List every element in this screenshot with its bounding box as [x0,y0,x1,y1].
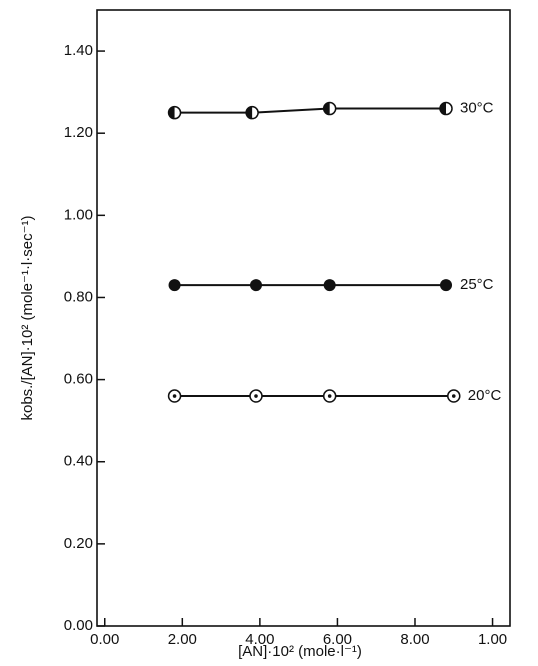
y-tick-label: 0.40 [64,453,93,470]
series-label: 30°C [460,100,494,117]
marker [249,279,262,292]
x-tick-label: 0.00 [90,631,119,648]
y-tick-label: 0.60 [64,371,93,388]
series-label: 25°C [460,276,494,293]
x-axis-label: [AN]·10² (mole·l⁻¹) [238,643,362,660]
series-line [174,107,447,114]
x-tick-label: 1.00 [478,631,507,648]
y-tick-label: 0.20 [64,535,93,552]
y-tick-label: 0.00 [64,617,93,634]
marker [323,279,336,292]
y-tick-label: 0.80 [64,288,93,305]
x-tick-label: 4.00 [245,631,274,648]
marker [322,101,337,116]
marker [249,389,263,403]
marker [245,105,259,120]
x-tick-label: 2.00 [168,631,197,648]
y-axis-label: kobs./[AN]·10² (mole⁻¹·l·sec⁻¹) [19,215,36,420]
marker [322,389,337,403]
plot-frame [96,9,511,627]
y-tick-label: 1.00 [64,206,93,223]
marker [167,105,182,120]
marker [439,101,453,116]
series-label: 20°C [468,387,502,404]
y-tick-label: 1.40 [64,42,93,59]
marker [167,389,182,403]
y-tick-label: 1.20 [64,124,93,141]
marker [168,279,181,292]
x-tick-label: 6.00 [323,631,352,648]
marker [447,389,461,403]
marker [440,279,453,292]
x-tick-label: 8.00 [400,631,429,648]
